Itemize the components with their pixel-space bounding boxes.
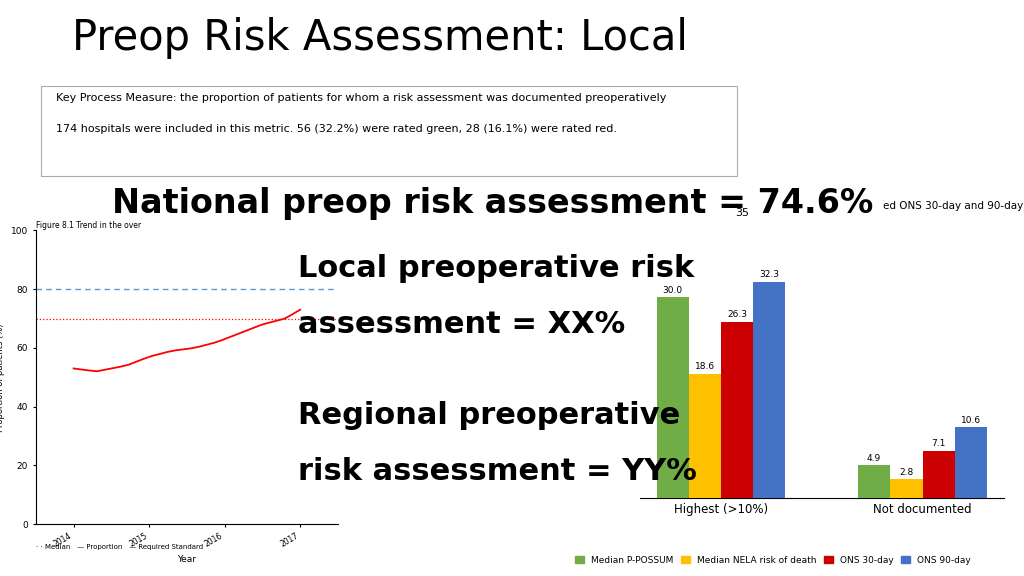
Bar [923,450,954,498]
Text: risk assessment = YY%: risk assessment = YY% [298,457,697,486]
Bar [890,479,923,498]
Text: 2.8: 2.8 [899,468,913,477]
Text: 10.6: 10.6 [961,416,981,425]
Text: 30.0: 30.0 [663,286,683,295]
Legend: Median P-POSSUM, Median NELA risk of death, ONS 30-day, ONS 90-day: Median P-POSSUM, Median NELA risk of dea… [571,552,975,569]
Text: Local preoperative risk: Local preoperative risk [298,254,694,283]
Y-axis label: Proportion of patients (%): Proportion of patients (%) [0,323,5,431]
Text: Preop Risk Assessment: Local: Preop Risk Assessment: Local [72,17,687,59]
Text: ed ONS 30-day and 90-day: ed ONS 30-day and 90-day [883,200,1023,211]
Text: 18.6: 18.6 [695,362,715,371]
Text: Figure 8.1 Trend in the over: Figure 8.1 Trend in the over [36,221,141,230]
Bar [689,374,721,498]
Bar [721,322,754,498]
X-axis label: Year: Year [177,555,197,564]
Text: NELA: NELA [801,42,955,94]
Text: Laparotomy Audit: Laparotomy Audit [810,147,946,162]
Text: 35: 35 [735,208,750,218]
Text: 174 hospitals were included in this metric. 56 (32.2%) were rated green, 28 (16.: 174 hospitals were included in this metr… [56,124,617,134]
Text: 4.9: 4.9 [867,454,882,463]
Text: Key Process Measure: the proportion of patients for whom a risk assessment was d: Key Process Measure: the proportion of p… [56,93,667,103]
Text: · · Median   — Proportion   — Required Standard: · · Median — Proportion — Required Stand… [36,544,203,550]
Text: assessment = XX%: assessment = XX% [298,310,626,339]
Text: Regional preoperative: Regional preoperative [298,401,680,430]
Bar [656,297,689,498]
Text: 7.1: 7.1 [932,439,946,448]
Text: 32.3: 32.3 [760,270,779,279]
Text: National Emergency: National Emergency [801,126,955,141]
Text: National preop risk assessment = 74.6%: National preop risk assessment = 74.6% [112,187,872,219]
Bar [858,465,890,498]
Bar [754,282,785,498]
Bar [954,427,987,498]
Text: 26.3: 26.3 [727,310,748,320]
